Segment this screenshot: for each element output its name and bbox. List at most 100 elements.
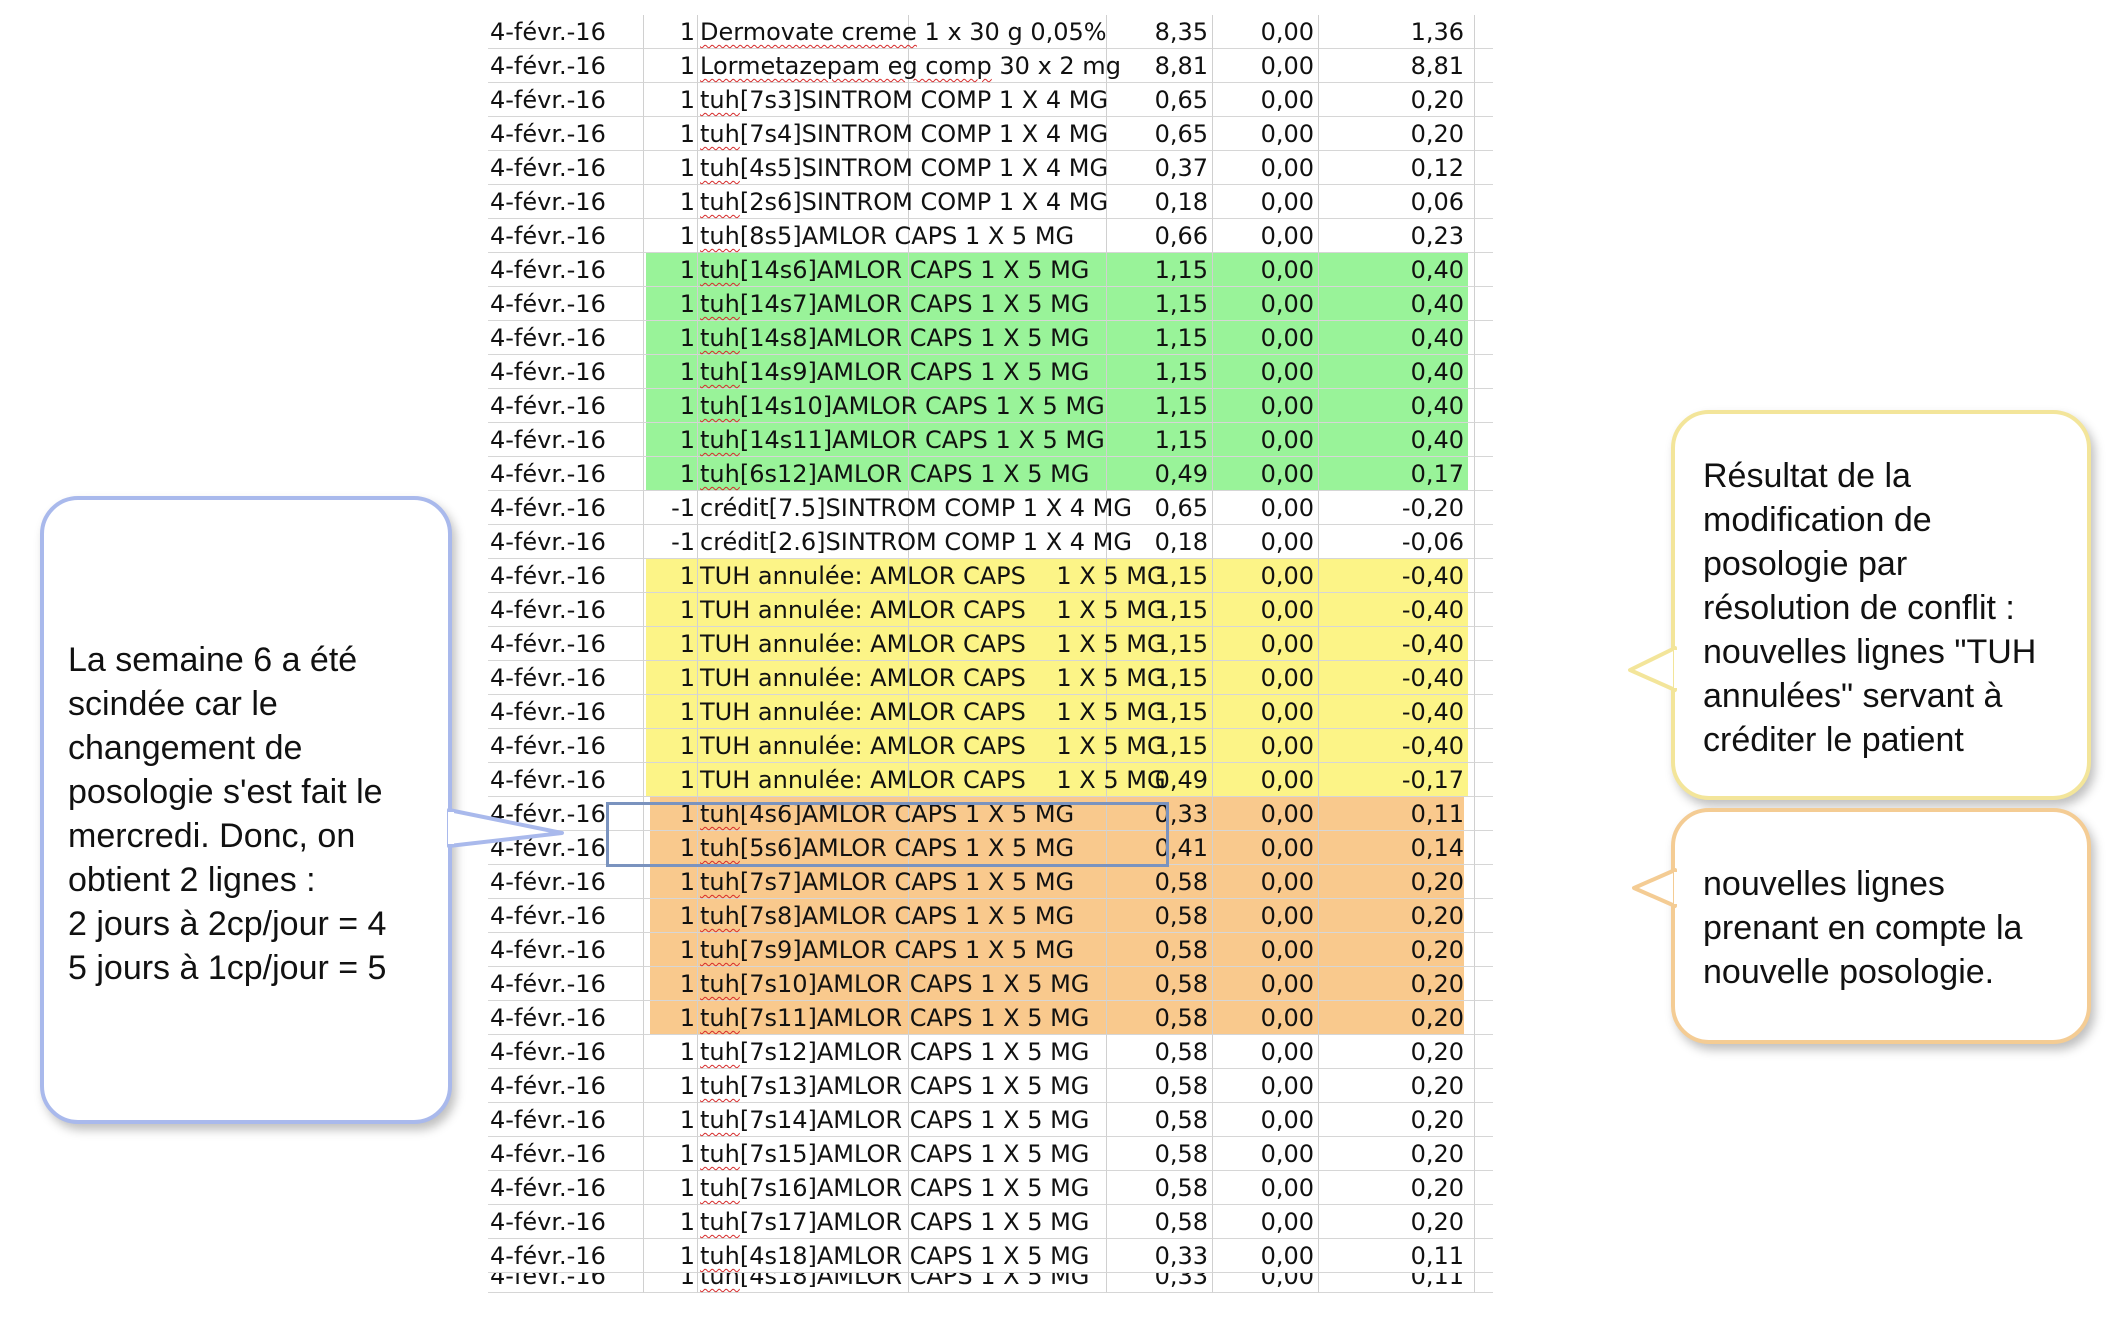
date-cell[interactable]: 4-févr.-16 — [488, 491, 644, 525]
label-cell[interactable]: tuh[14s7]AMLOR CAPS 1 X 5 MG — [698, 287, 1089, 321]
empty-cell[interactable] — [909, 287, 1107, 321]
date-cell[interactable]: 4-févr.-16 — [488, 661, 644, 695]
label-cell[interactable]: tuh[7s7]AMLOR CAPS 1 X 5 MG — [698, 865, 1074, 899]
date-cell[interactable]: 4-févr.-16 — [488, 1069, 644, 1103]
date-cell[interactable]: 4-févr.-16 — [488, 1171, 644, 1205]
label-cell[interactable]: TUH annulée: AMLOR CAPS 1 X 5 MG — [698, 661, 1166, 695]
amount-cell[interactable]: -0,17 — [1319, 763, 1475, 797]
price-cell[interactable]: 0,00 — [1213, 1273, 1319, 1293]
empty-cell[interactable] — [1475, 1001, 1493, 1035]
label-cell[interactable]: crédit[7.5]SINTROM COMP 1 X 4 MG — [698, 491, 1132, 525]
empty-cell[interactable] — [803, 559, 909, 593]
label-cell[interactable]: tuh[14s10]AMLOR CAPS 1 X 5 MG — [698, 389, 1105, 423]
empty-cell[interactable] — [803, 83, 909, 117]
quantity-cell[interactable]: 1 — [644, 865, 698, 899]
date-cell[interactable]: 4-févr.-16 — [488, 559, 644, 593]
empty-cell[interactable] — [803, 967, 909, 1001]
quantity-cell[interactable]: 1 — [644, 1069, 698, 1103]
amount-cell[interactable]: 0,12 — [1319, 151, 1475, 185]
label-cell[interactable]: TUH annulée: AMLOR CAPS 1 X 5 MG — [698, 559, 1166, 593]
empty-cell[interactable] — [803, 423, 909, 457]
empty-cell[interactable] — [1475, 151, 1493, 185]
price-cell[interactable]: 0,33 — [1107, 1273, 1213, 1293]
amount-cell[interactable]: -0,40 — [1319, 627, 1475, 661]
empty-cell[interactable] — [1475, 967, 1493, 1001]
empty-cell[interactable] — [1475, 321, 1493, 355]
date-cell[interactable]: 4-févr.-16 — [488, 389, 644, 423]
label-cell[interactable]: tuh[14s6]AMLOR CAPS 1 X 5 MG — [698, 253, 1089, 287]
empty-cell[interactable] — [1475, 253, 1493, 287]
empty-cell[interactable] — [803, 117, 909, 151]
amount-cell[interactable]: 0,20 — [1319, 933, 1475, 967]
amount-cell[interactable]: 0,40 — [1319, 321, 1475, 355]
label-cell[interactable]: tuh[7s15]AMLOR CAPS 1 X 5 MG — [698, 1137, 1089, 1171]
date-cell[interactable]: 4-févr.-16 — [488, 49, 644, 83]
empty-cell[interactable] — [909, 321, 1107, 355]
price-cell[interactable]: 0,00 — [1213, 729, 1319, 763]
price-cell[interactable]: 0,00 — [1213, 389, 1319, 423]
quantity-cell[interactable]: 1 — [644, 729, 698, 763]
price-cell[interactable]: 0,58 — [1107, 933, 1213, 967]
price-cell[interactable]: 1,15 — [1107, 627, 1213, 661]
price-cell[interactable]: 0,58 — [1107, 899, 1213, 933]
quantity-cell[interactable]: 1 — [644, 287, 698, 321]
quantity-cell[interactable]: 1 — [644, 219, 698, 253]
quantity-cell[interactable]: 1 — [644, 661, 698, 695]
date-cell[interactable]: 4-févr.-16 — [488, 763, 644, 797]
date-cell[interactable]: 4-févr.-16 — [488, 1001, 644, 1035]
price-cell[interactable]: 0,00 — [1213, 15, 1319, 49]
empty-cell[interactable] — [1475, 559, 1493, 593]
price-cell[interactable]: 0,00 — [1213, 899, 1319, 933]
price-cell[interactable]: 1,15 — [1107, 423, 1213, 457]
empty-cell[interactable] — [803, 899, 909, 933]
price-cell[interactable]: 0,00 — [1213, 967, 1319, 1001]
date-cell[interactable]: 4-févr.-16 — [488, 253, 644, 287]
empty-cell[interactable] — [1475, 1069, 1493, 1103]
empty-cell[interactable] — [909, 185, 1107, 219]
price-cell[interactable]: 0,00 — [1213, 1239, 1319, 1273]
date-cell[interactable]: 4-févr.-16 — [488, 423, 644, 457]
date-cell[interactable]: 4-févr.-16 — [488, 83, 644, 117]
price-cell[interactable]: 0,00 — [1213, 355, 1319, 389]
empty-cell[interactable] — [803, 593, 909, 627]
quantity-cell[interactable]: 1 — [644, 1205, 698, 1239]
price-cell[interactable]: 0,00 — [1213, 219, 1319, 253]
empty-cell[interactable] — [1475, 661, 1493, 695]
empty-cell[interactable] — [1475, 423, 1493, 457]
price-cell[interactable]: 0,58 — [1107, 1069, 1213, 1103]
price-cell[interactable]: 0,00 — [1213, 151, 1319, 185]
quantity-cell[interactable]: 1 — [644, 321, 698, 355]
price-cell[interactable]: 0,00 — [1213, 933, 1319, 967]
empty-cell[interactable] — [803, 457, 909, 491]
amount-cell[interactable]: 0,40 — [1319, 389, 1475, 423]
empty-cell[interactable] — [803, 151, 909, 185]
price-cell[interactable]: 0,58 — [1107, 1171, 1213, 1205]
quantity-cell[interactable]: 1 — [644, 49, 698, 83]
empty-cell[interactable] — [909, 797, 1107, 831]
empty-cell[interactable] — [909, 491, 1107, 525]
empty-cell[interactable] — [1475, 49, 1493, 83]
date-cell[interactable]: 4-févr.-16 — [488, 15, 644, 49]
empty-cell[interactable] — [1475, 355, 1493, 389]
label-cell[interactable]: tuh[4s18]AMLOR CAPS 1 X 5 MG — [698, 1239, 1089, 1273]
price-cell[interactable]: 0,00 — [1213, 1103, 1319, 1137]
empty-cell[interactable] — [1475, 1273, 1493, 1293]
date-cell[interactable]: 4-févr.-16 — [488, 1103, 644, 1137]
date-cell[interactable]: 4-févr.-16 — [488, 1137, 644, 1171]
quantity-cell[interactable]: 1 — [644, 15, 698, 49]
empty-cell[interactable] — [909, 933, 1107, 967]
empty-cell[interactable] — [909, 661, 1107, 695]
empty-cell[interactable] — [1475, 525, 1493, 559]
empty-cell[interactable] — [1475, 1103, 1493, 1137]
amount-cell[interactable]: 8,81 — [1319, 49, 1475, 83]
price-cell[interactable]: 1,15 — [1107, 729, 1213, 763]
price-cell[interactable]: 1,15 — [1107, 661, 1213, 695]
price-cell[interactable]: 0,00 — [1213, 1035, 1319, 1069]
price-cell[interactable]: 0,00 — [1213, 321, 1319, 355]
price-cell[interactable]: 0,18 — [1107, 525, 1213, 559]
date-cell[interactable]: 4-févr.-16 — [488, 355, 644, 389]
quantity-cell[interactable]: 1 — [644, 797, 698, 831]
amount-cell[interactable]: -0,40 — [1319, 729, 1475, 763]
label-cell[interactable]: TUH annulée: AMLOR CAPS 1 X 5 MG — [698, 763, 1166, 797]
quantity-cell[interactable]: 1 — [644, 695, 698, 729]
